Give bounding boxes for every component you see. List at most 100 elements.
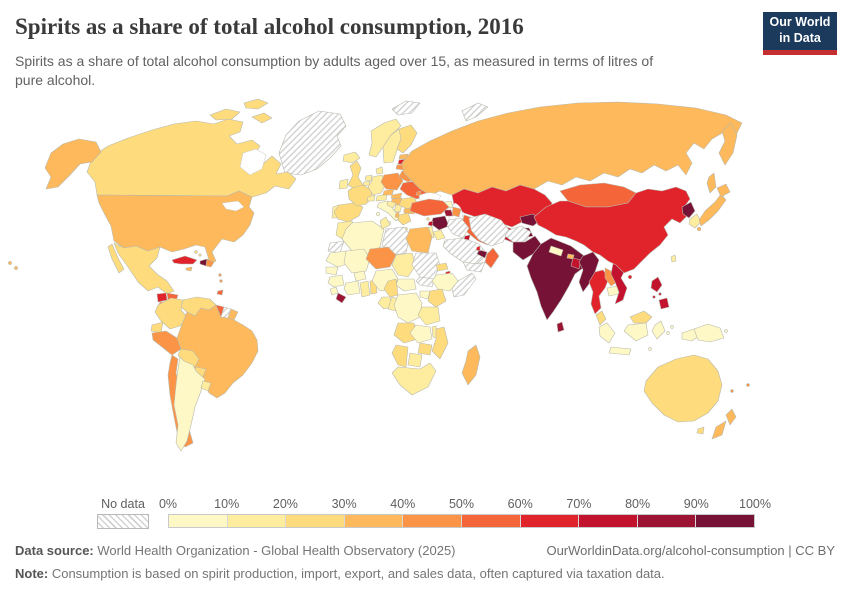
- owid-logo[interactable]: Our World in Data: [763, 12, 837, 55]
- country-hainan[interactable]: [627, 274, 633, 280]
- country-usa[interactable]: [96, 190, 255, 264]
- country-azerbaijan[interactable]: [451, 206, 462, 218]
- country-bahamas[interactable]: [198, 253, 202, 257]
- country-nz-south[interactable]: [711, 420, 727, 440]
- country-uruguay[interactable]: [200, 380, 212, 392]
- country-trinidad[interactable]: [216, 289, 224, 296]
- country-burkina-faso[interactable]: [353, 270, 367, 282]
- country-philippines-mindanao[interactable]: [658, 297, 670, 310]
- country-canada-island[interactable]: [209, 108, 241, 121]
- country-jamaica[interactable]: [185, 266, 193, 272]
- country-philippines[interactable]: [658, 292, 662, 296]
- country-japan-honshu[interactable]: [698, 193, 727, 227]
- country-philippines-luzon[interactable]: [650, 276, 663, 293]
- country-poland[interactable]: [380, 172, 404, 191]
- country-czechia[interactable]: [382, 188, 395, 196]
- country-cyprus[interactable]: [426, 217, 430, 221]
- country-sri-lanka[interactable]: [556, 321, 565, 333]
- legend-cell-20-30%[interactable]: [285, 515, 344, 527]
- country-south-sudan[interactable]: [415, 276, 435, 288]
- country-cote-divoire[interactable]: [343, 280, 361, 296]
- legend-cell-60-70%[interactable]: [519, 515, 579, 527]
- country-mozambique[interactable]: [431, 326, 449, 360]
- country-philippines[interactable]: [652, 295, 656, 299]
- country-netherlands[interactable]: [364, 174, 373, 182]
- legend-cell-30-40%[interactable]: [343, 515, 403, 527]
- country-iceland[interactable]: [342, 151, 361, 164]
- country-tanzania[interactable]: [417, 306, 441, 326]
- country-guinea[interactable]: [327, 274, 345, 288]
- country-malaysia-peninsula[interactable]: [595, 310, 607, 326]
- country-nz-north[interactable]: [725, 408, 737, 426]
- country-zimbabwe[interactable]: [417, 342, 433, 356]
- country-china[interactable]: [533, 186, 691, 274]
- legend-cell-90-100%[interactable]: [695, 515, 754, 527]
- country-uk[interactable]: [347, 160, 364, 190]
- country-bangladesh[interactable]: [570, 257, 582, 270]
- country-cameroon[interactable]: [383, 278, 399, 298]
- country-gabon[interactable]: [377, 296, 393, 310]
- country-greenland[interactable]: [278, 110, 347, 176]
- country-moluccas[interactable]: [670, 325, 674, 329]
- country-peru[interactable]: [151, 330, 182, 356]
- country-hawaii[interactable]: [8, 261, 12, 265]
- country-lesser-antilles[interactable]: [218, 273, 222, 277]
- no-data-swatch[interactable]: [97, 514, 149, 529]
- country-turkey[interactable]: [409, 198, 450, 217]
- country-south-korea[interactable]: [688, 213, 702, 229]
- legend-cell-10-20%[interactable]: [226, 515, 286, 527]
- country-croatia[interactable]: [386, 200, 397, 209]
- country-canada-island[interactable]: [251, 112, 273, 124]
- country-argentina[interactable]: [173, 356, 206, 452]
- country-new-caledonia[interactable]: [730, 389, 734, 393]
- country-sulawesi[interactable]: [651, 320, 666, 340]
- country-moluccas[interactable]: [666, 331, 670, 335]
- country-hawaii[interactable]: [14, 266, 18, 270]
- country-japan-kyushu[interactable]: [696, 226, 702, 232]
- country-germany[interactable]: [367, 174, 387, 196]
- legend-cell-50-60%[interactable]: [460, 515, 520, 527]
- country-svalbard[interactable]: [391, 100, 421, 116]
- country-france[interactable]: [347, 184, 373, 207]
- legend-cell-40-50%[interactable]: [402, 515, 461, 527]
- country-canada[interactable]: [86, 118, 297, 198]
- legend-cell-70-80%[interactable]: [578, 515, 637, 527]
- country-somalia[interactable]: [451, 272, 477, 298]
- country-japan-hokkaido[interactable]: [716, 183, 731, 198]
- country-mexico[interactable]: [113, 242, 175, 295]
- country-qatar[interactable]: [475, 245, 481, 252]
- country-madagascar[interactable]: [461, 344, 481, 386]
- country-oman[interactable]: [484, 247, 500, 269]
- country-ethiopia[interactable]: [431, 272, 459, 292]
- country-egypt[interactable]: [405, 226, 433, 254]
- country-lesser-antilles[interactable]: [219, 279, 223, 283]
- country-fiji[interactable]: [746, 383, 750, 387]
- country-java[interactable]: [608, 346, 632, 356]
- country-png[interactable]: [693, 323, 725, 343]
- country-north-korea[interactable]: [681, 201, 696, 219]
- country-sumatra[interactable]: [598, 322, 616, 344]
- country-kenya[interactable]: [427, 288, 447, 308]
- country-sierra-leone[interactable]: [329, 286, 339, 296]
- country-finland[interactable]: [396, 124, 418, 154]
- legend-cell-80-90%[interactable]: [636, 515, 696, 527]
- country-western-sahara[interactable]: [327, 240, 345, 254]
- country-south-africa[interactable]: [391, 362, 437, 396]
- country-zambia[interactable]: [409, 324, 433, 344]
- country-bahamas[interactable]: [194, 250, 198, 254]
- country-australia[interactable]: [643, 354, 723, 423]
- country-namibia[interactable]: [391, 344, 409, 368]
- country-malaysia-borneo[interactable]: [629, 310, 653, 324]
- country-senegal[interactable]: [325, 266, 339, 276]
- country-niger[interactable]: [365, 246, 397, 270]
- country-greece[interactable]: [397, 212, 412, 226]
- country-russia[interactable]: [401, 101, 743, 196]
- country-botswana[interactable]: [407, 352, 423, 368]
- country-uae[interactable]: [476, 249, 488, 259]
- country-drc[interactable]: [393, 292, 423, 324]
- country-switzerland[interactable]: [366, 194, 376, 202]
- country-tunisia[interactable]: [379, 216, 391, 230]
- country-ecuador[interactable]: [150, 321, 164, 334]
- country-ghana[interactable]: [359, 280, 371, 298]
- country-kuwait[interactable]: [463, 234, 471, 241]
